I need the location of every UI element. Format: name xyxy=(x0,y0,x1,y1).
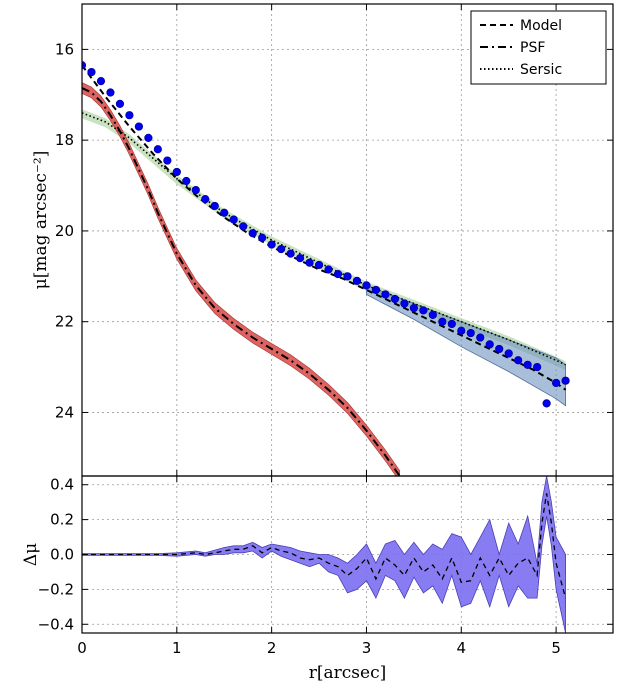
x-tick-label: 1 xyxy=(172,639,182,657)
data-point xyxy=(134,122,143,131)
data-point xyxy=(229,215,238,224)
legend: Model PSF Sersic xyxy=(470,10,607,85)
top-plot-area xyxy=(82,61,570,476)
data-point xyxy=(476,333,485,342)
y-axis-label-bottom: Δμ xyxy=(21,543,41,566)
y-tick-label: −0.4 xyxy=(38,615,74,633)
data-point xyxy=(191,185,200,195)
data-point xyxy=(552,378,561,388)
x-axis-label: r[arcsec] xyxy=(309,663,386,683)
data-point xyxy=(87,67,96,77)
x-tick-label: 2 xyxy=(267,639,277,657)
x-tick-label: 5 xyxy=(551,639,561,657)
data-point xyxy=(295,254,305,263)
data-point xyxy=(542,399,551,408)
data-point xyxy=(210,201,219,211)
data-point xyxy=(115,99,125,108)
residual-band xyxy=(82,476,566,633)
data-point xyxy=(267,240,276,249)
x-tick-label: 4 xyxy=(457,639,467,657)
data-point xyxy=(504,349,513,358)
data-point xyxy=(144,133,153,142)
data-point xyxy=(438,317,447,326)
data-point xyxy=(371,285,381,295)
data-point xyxy=(305,258,314,267)
data-point xyxy=(314,260,324,270)
data-point xyxy=(239,222,248,231)
data-point xyxy=(419,306,428,315)
y-tick-label: 22 xyxy=(55,313,74,331)
legend-label: Model xyxy=(520,18,562,34)
x-tick-label: 3 xyxy=(362,639,372,657)
model-line xyxy=(82,64,567,391)
data-point xyxy=(82,61,87,70)
y-tick-label: 24 xyxy=(55,403,74,421)
bottom-plot-area xyxy=(82,476,567,633)
data-point xyxy=(163,156,172,165)
data-point xyxy=(466,328,475,338)
data-point xyxy=(381,290,390,299)
data-point xyxy=(324,265,333,274)
legend-label: PSF xyxy=(520,40,545,56)
data-point xyxy=(286,249,295,258)
y-axis-label-top: μ[mag arcsec⁻²] xyxy=(31,151,51,290)
residual-line xyxy=(82,493,567,599)
data-point xyxy=(343,272,352,281)
y-tick-label: 20 xyxy=(55,222,74,240)
y-tick-label: 0.2 xyxy=(50,511,74,529)
y-tick-label: 0.4 xyxy=(50,476,74,494)
top-panel: Model PSF Sersic xyxy=(81,3,614,477)
data-point xyxy=(172,167,181,177)
data-point xyxy=(220,208,229,217)
legend-label: Sersic xyxy=(520,62,562,78)
y-tick-label: 16 xyxy=(55,40,74,58)
psf-band xyxy=(82,82,400,476)
data-point xyxy=(561,376,570,385)
data-point xyxy=(333,269,343,279)
data-point xyxy=(153,145,162,154)
data-point xyxy=(182,176,191,186)
psf-line xyxy=(82,87,401,476)
data-point xyxy=(447,319,456,329)
bottom-panel xyxy=(81,475,614,634)
data-point xyxy=(495,344,504,354)
data-point xyxy=(409,303,418,313)
data-point xyxy=(277,244,286,254)
data-point xyxy=(514,356,523,365)
y-tick-label: 18 xyxy=(55,131,74,149)
data-point xyxy=(248,229,257,238)
data-point xyxy=(457,326,466,335)
data-point xyxy=(390,294,400,304)
data-point xyxy=(201,195,210,204)
data-point xyxy=(428,310,437,319)
data-point xyxy=(352,276,362,285)
y-tick-label: −0.2 xyxy=(38,580,74,598)
data-point xyxy=(106,88,115,97)
data-point xyxy=(362,281,371,290)
data-point xyxy=(400,299,409,308)
data-point xyxy=(258,233,267,242)
data-point xyxy=(523,360,532,369)
x-tick-label: 0 xyxy=(77,639,87,657)
data-point xyxy=(96,77,106,86)
y-tick-label: 0.0 xyxy=(50,546,74,564)
data-point xyxy=(125,111,134,120)
data-point xyxy=(485,340,494,349)
data-point xyxy=(533,362,542,372)
